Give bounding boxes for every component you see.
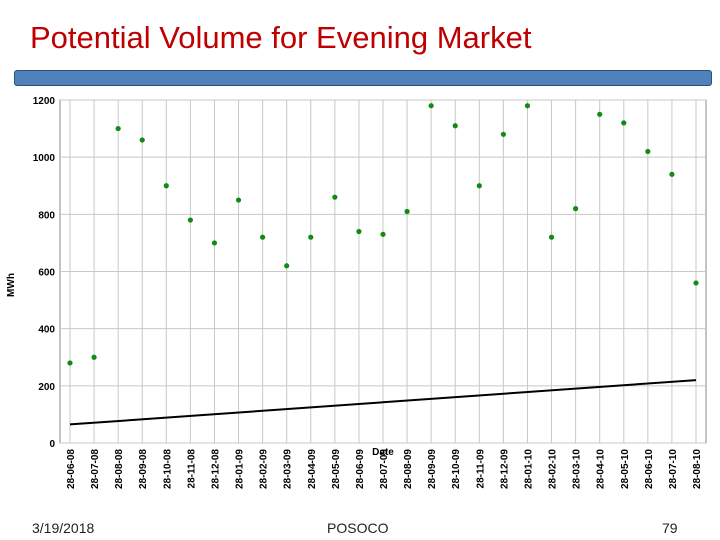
data-point bbox=[476, 183, 482, 189]
data-point bbox=[91, 354, 97, 360]
x-tick-label: 28-08-10 bbox=[692, 449, 703, 489]
data-point bbox=[235, 197, 242, 203]
y-tick-label: 800 bbox=[38, 210, 55, 221]
x-tick-label: 28-08-09 bbox=[403, 449, 414, 489]
x-tick-label: 28-12-08 bbox=[210, 449, 221, 489]
x-tick-label: 28-10-08 bbox=[162, 449, 173, 489]
x-tick-label: 28-07-08 bbox=[90, 449, 101, 489]
data-point bbox=[163, 183, 169, 189]
x-tick-label: 28-06-10 bbox=[644, 449, 655, 489]
data-point bbox=[115, 125, 121, 132]
data-point bbox=[548, 234, 555, 240]
data-point bbox=[187, 217, 193, 223]
data-point bbox=[67, 360, 73, 366]
data-point bbox=[597, 111, 603, 117]
x-tick-label: 28-08-08 bbox=[114, 449, 125, 489]
x-tick-label: 28-05-09 bbox=[331, 449, 342, 489]
data-point bbox=[645, 148, 651, 155]
data-point bbox=[669, 171, 675, 177]
data-point bbox=[573, 206, 579, 212]
data-point bbox=[211, 240, 218, 246]
data-point bbox=[621, 120, 627, 126]
x-tick-label: 28-01-09 bbox=[235, 449, 246, 489]
x-tick-label: 28-11-08 bbox=[186, 449, 197, 489]
slide-title: Potential Volume for Evening Market bbox=[30, 20, 532, 55]
x-tick-label: 28-06-08 bbox=[66, 449, 77, 489]
y-tick-labels: 0 200 400 600 800 1000 1200 bbox=[33, 96, 56, 450]
x-tick-label: 28-03-10 bbox=[572, 449, 583, 489]
trend-line bbox=[69, 379, 697, 426]
grid-lines bbox=[60, 99, 706, 444]
x-tick-label: 28-11-09 bbox=[475, 449, 486, 489]
footer-organization: POSOCO bbox=[327, 520, 389, 536]
data-point bbox=[380, 231, 386, 237]
x-tick-labels: 28-06-08 28-07-08 28-08-08 28-09-08 28-10-08… bbox=[66, 449, 703, 489]
data-point bbox=[693, 280, 699, 286]
x-tick-label: 28-05-10 bbox=[620, 449, 631, 489]
y-tick-label: 0 bbox=[49, 439, 55, 450]
data-point bbox=[260, 234, 266, 240]
data-point bbox=[139, 137, 145, 143]
y-tick-label: 1200 bbox=[33, 96, 56, 107]
data-point bbox=[356, 228, 362, 235]
y-tick-label: 400 bbox=[38, 325, 55, 336]
title-underline-bar bbox=[14, 70, 712, 86]
x-axis-label: Date bbox=[372, 447, 394, 458]
x-tick-label: 28-01-10 bbox=[523, 449, 534, 489]
x-tick-label: 28-09-08 bbox=[138, 449, 149, 489]
footer-date: 3/19/2018 bbox=[32, 520, 95, 536]
x-tick-label: 28-07-09 bbox=[379, 449, 390, 489]
footer-page-number: 79 bbox=[662, 520, 678, 536]
data-point bbox=[500, 131, 506, 137]
data-point bbox=[404, 208, 410, 215]
x-tick-label: 28-07-10 bbox=[668, 449, 679, 489]
x-tick-label: 28-10-09 bbox=[451, 449, 462, 489]
y-axis-label: MWh bbox=[6, 273, 17, 297]
trend-line-group bbox=[69, 379, 697, 426]
data-points bbox=[67, 103, 699, 366]
data-point bbox=[284, 263, 290, 269]
data-point bbox=[332, 194, 338, 200]
data-point bbox=[452, 123, 458, 129]
x-tick-label: 28-04-09 bbox=[307, 449, 318, 489]
data-point bbox=[308, 234, 314, 240]
x-tick-label: 28-12-09 bbox=[499, 449, 510, 489]
x-tick-label: 28-06-09 bbox=[355, 449, 366, 489]
y-tick-label: 200 bbox=[38, 382, 55, 393]
x-tick-label: 28-02-09 bbox=[259, 449, 270, 489]
y-tick-label: 600 bbox=[38, 268, 55, 279]
data-point bbox=[524, 103, 531, 109]
x-tick-label: 28-09-09 bbox=[427, 449, 438, 489]
x-tick-label: 28-04-10 bbox=[596, 449, 607, 489]
data-point bbox=[428, 103, 434, 109]
x-tick-label: 28-02-10 bbox=[548, 449, 559, 489]
x-tick-label: 28-03-09 bbox=[283, 449, 294, 489]
y-tick-label: 1000 bbox=[33, 153, 56, 164]
